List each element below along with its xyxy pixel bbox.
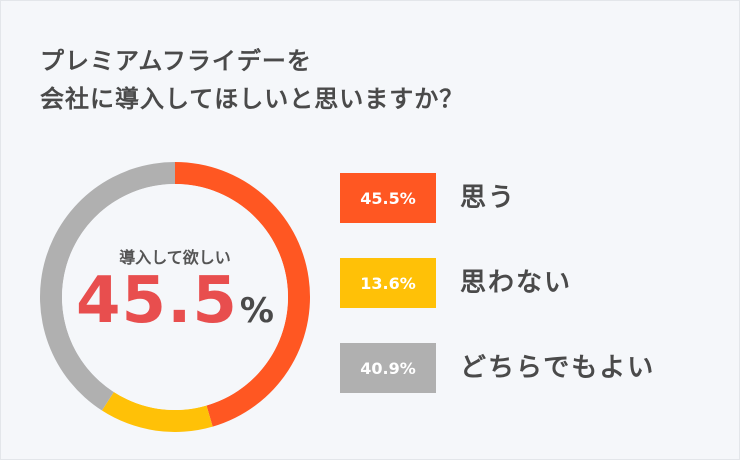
center-value-unit: %	[239, 291, 274, 331]
legend-badge-no: 13.6%	[340, 258, 436, 308]
donut-slice-neutral	[40, 162, 176, 411]
chart-title: プレミアムフライデーを 会社に導入してほしいと思いますか？	[40, 42, 464, 118]
legend-label-no: 思わない	[460, 268, 573, 298]
center-value-number: 45.5	[76, 264, 238, 338]
center-value: 45.5%	[40, 264, 310, 338]
legend-badge-neutral: 40.9%	[340, 343, 436, 393]
legend-item-neutral: 40.9% どちらでもよい	[340, 343, 720, 393]
title-line-1: プレミアムフライデーを	[40, 47, 312, 75]
legend-label-yes: 思う	[460, 183, 517, 213]
legend-badge-yes: 45.5%	[340, 173, 436, 223]
donut-chart: 導入して欲しい 45.5%	[40, 162, 310, 432]
legend-item-yes: 45.5% 思う	[340, 173, 720, 223]
donut-svg	[40, 162, 310, 432]
donut-hole	[62, 184, 288, 410]
title-line-2: 会社に導入してほしいと思いますか？	[40, 85, 465, 113]
legend-label-neutral: どちらでもよい	[460, 353, 656, 383]
donut-slice-yes	[175, 162, 310, 427]
legend-item-no: 13.6% 思わない	[340, 258, 720, 308]
center-label: 導入して欲しい	[119, 248, 231, 267]
donut-slice-no	[101, 392, 213, 432]
